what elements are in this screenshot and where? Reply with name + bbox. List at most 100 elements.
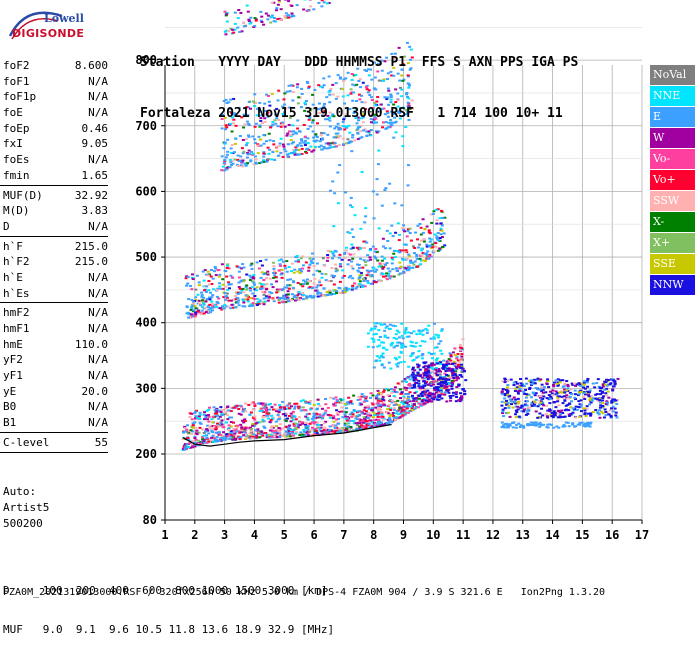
echo-point bbox=[218, 285, 221, 287]
echo-point bbox=[269, 278, 272, 280]
echo-point bbox=[293, 296, 296, 298]
echo-point bbox=[589, 422, 592, 424]
echo-point bbox=[321, 408, 324, 410]
echo-point bbox=[510, 379, 513, 381]
echo-point bbox=[271, 425, 274, 427]
echo-point bbox=[350, 416, 353, 418]
echo-point bbox=[222, 431, 225, 433]
echo-point bbox=[423, 253, 426, 255]
echo-point bbox=[439, 373, 442, 375]
echo-point bbox=[277, 429, 280, 431]
echo-point bbox=[304, 409, 307, 411]
echo-point bbox=[393, 389, 396, 391]
echo-point bbox=[435, 392, 438, 394]
echo-point bbox=[439, 377, 442, 379]
echo-point bbox=[440, 397, 443, 399]
echo-point bbox=[395, 267, 398, 269]
echo-point bbox=[514, 399, 517, 401]
echo-point bbox=[442, 378, 445, 380]
echo-point bbox=[221, 305, 224, 307]
echo-point bbox=[315, 408, 318, 410]
echo-point bbox=[285, 12, 288, 14]
echo-point bbox=[384, 187, 387, 189]
echo-point bbox=[215, 432, 218, 434]
echo-point bbox=[416, 238, 419, 240]
echo-point bbox=[277, 155, 280, 157]
y-tick-label: 300 bbox=[135, 381, 157, 395]
echo-point bbox=[343, 253, 346, 255]
echo-point bbox=[288, 415, 291, 417]
echo-point bbox=[351, 258, 354, 260]
echo-point bbox=[350, 150, 353, 152]
echo-point bbox=[356, 264, 359, 266]
echo-point bbox=[520, 385, 523, 387]
echo-point bbox=[359, 280, 362, 282]
echo-point bbox=[380, 394, 383, 396]
echo-point bbox=[428, 255, 431, 257]
echo-point bbox=[377, 163, 380, 165]
echo-point bbox=[239, 155, 242, 157]
echo-point bbox=[219, 307, 222, 309]
echo-point bbox=[535, 422, 538, 424]
echo-point bbox=[350, 244, 353, 246]
echo-point bbox=[275, 421, 278, 423]
echo-point bbox=[603, 416, 606, 418]
echo-point bbox=[551, 389, 554, 391]
source-info-line: FZA0M_2021319013000.RSF / 320fx256h 50 k… bbox=[3, 587, 605, 598]
echo-point bbox=[324, 273, 327, 275]
echo-point bbox=[267, 274, 270, 276]
echo-point bbox=[221, 419, 224, 421]
echo-point bbox=[434, 234, 437, 236]
echo-point bbox=[553, 382, 556, 384]
echo-point bbox=[604, 414, 607, 416]
echo-point bbox=[574, 385, 577, 387]
echo-point bbox=[198, 303, 201, 305]
echo-point bbox=[557, 410, 560, 412]
echo-point bbox=[599, 417, 602, 419]
echo-point bbox=[419, 345, 422, 347]
echo-point bbox=[317, 284, 320, 286]
echo-point bbox=[201, 310, 204, 312]
echo-point bbox=[583, 407, 586, 409]
echo-point bbox=[187, 298, 190, 300]
echo-point bbox=[267, 158, 270, 160]
echo-point bbox=[420, 248, 423, 250]
x-tick-label: 12 bbox=[486, 528, 500, 542]
echo-point bbox=[304, 140, 307, 142]
echo-point bbox=[231, 163, 234, 165]
echo-point bbox=[519, 382, 522, 384]
echo-point bbox=[257, 145, 260, 147]
echo-point bbox=[429, 241, 432, 243]
echo-point bbox=[260, 16, 263, 18]
echo-point bbox=[438, 392, 441, 394]
echo-point bbox=[426, 250, 429, 252]
echo-point bbox=[559, 381, 562, 383]
echo-point bbox=[238, 413, 241, 415]
echo-point bbox=[319, 415, 322, 417]
header-values: Fortaleza 2021 Nov15 319 013000 RSF 1 71… bbox=[140, 105, 578, 122]
echo-point bbox=[329, 144, 332, 146]
echo-point bbox=[501, 391, 504, 393]
echo-point bbox=[298, 149, 301, 151]
echo-point bbox=[373, 217, 376, 219]
echo-point bbox=[255, 159, 258, 161]
echo-point bbox=[207, 409, 210, 411]
echo-point bbox=[304, 281, 307, 283]
echo-point bbox=[260, 277, 263, 279]
echo-point bbox=[366, 274, 369, 276]
echo-point bbox=[350, 197, 353, 199]
echo-point bbox=[399, 407, 402, 409]
echo-point bbox=[199, 414, 202, 416]
echo-point bbox=[379, 323, 382, 325]
echo-point bbox=[218, 276, 221, 278]
echo-point bbox=[382, 273, 385, 275]
echo-point bbox=[359, 398, 362, 400]
echo-point bbox=[217, 418, 220, 420]
echo-point bbox=[592, 411, 595, 413]
echo-point bbox=[252, 153, 255, 155]
echo-point bbox=[229, 166, 232, 168]
echo-point bbox=[237, 408, 240, 410]
